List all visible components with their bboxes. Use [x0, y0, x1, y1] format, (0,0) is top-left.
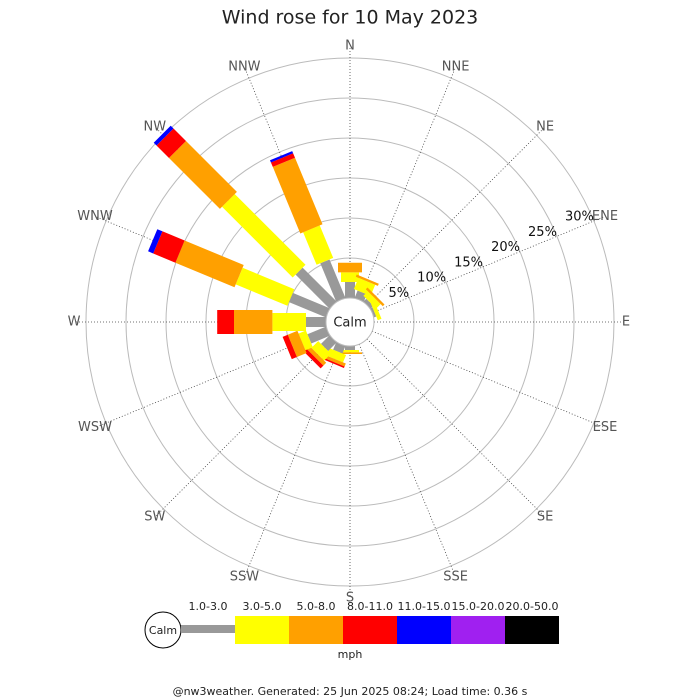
bar-segment [289, 292, 330, 318]
ring-label: 15% [454, 255, 483, 270]
bar-segment [153, 231, 185, 263]
direction-label: SE [537, 510, 553, 525]
chart-title: Wind rose for 10 May 2023 [222, 7, 479, 29]
bar-segment [341, 272, 359, 282]
bar-segment [306, 317, 326, 327]
legend-label: 8.0-11.0 [347, 600, 393, 613]
bar-segment [234, 310, 273, 334]
bar-segment [282, 334, 297, 360]
direction-label: S [346, 591, 354, 606]
direction-label: NNE [442, 60, 470, 75]
spoke [366, 338, 545, 517]
bar-segment [321, 357, 345, 368]
bar-segment [272, 313, 306, 331]
bar-segment [235, 267, 295, 306]
bar-segment [287, 330, 307, 357]
direction-label: ENE [592, 209, 618, 224]
footer: @nw3weather. Generated: 25 Jun 2025 08:2… [173, 685, 528, 698]
legend-label: 3.0-5.0 [243, 600, 282, 613]
bar-segment [306, 345, 327, 366]
bar-segment [303, 225, 334, 265]
legend-swatch [235, 616, 289, 644]
bar-segment [326, 348, 347, 363]
legend-swatch [343, 616, 397, 644]
ring-label: 20% [491, 240, 520, 255]
ring-label: 10% [417, 271, 446, 286]
bar-segment [370, 302, 382, 321]
bar-segment [355, 274, 379, 286]
bar-segment [338, 352, 362, 354]
bar-segment [370, 307, 377, 318]
direction-label: NW [144, 119, 167, 134]
legend-label: 20.0-50.0 [506, 600, 559, 613]
direction-label: NNW [228, 60, 260, 75]
bar-segment [148, 229, 158, 252]
bar-segment [270, 151, 294, 163]
direction-label: WSW [78, 420, 112, 435]
ring [125, 97, 575, 547]
bar-segment [295, 267, 337, 309]
bar-segment [311, 341, 331, 361]
legend-label: 1.0-3.0 [189, 600, 228, 613]
bar-segment [341, 350, 359, 353]
direction-label: E [622, 315, 630, 330]
calm-circle [325, 297, 375, 347]
legend-swatch [289, 616, 343, 644]
bar-segment [307, 326, 330, 344]
direction-label: W [68, 315, 81, 330]
bar-segment [298, 330, 313, 351]
legend-swatch [397, 616, 451, 644]
direction-label: N [345, 39, 355, 54]
ring-label: 25% [528, 225, 557, 240]
bar-segment [272, 157, 323, 234]
bar-segment [217, 310, 234, 334]
legend-swatch [505, 616, 559, 644]
bar-segment [338, 262, 362, 273]
spoke [155, 338, 334, 517]
bar-segment [222, 194, 306, 278]
spoke [358, 68, 456, 300]
spoke [358, 344, 456, 576]
calm-label: Calm [333, 316, 366, 331]
direction-label: ESE [593, 420, 618, 435]
spoke [372, 330, 604, 428]
bar-segment [363, 298, 374, 309]
legend-swatch [181, 625, 235, 633]
ring-label: 30% [565, 209, 594, 224]
ring-label: 5% [389, 286, 410, 301]
bar-segment [153, 125, 174, 146]
bar-segment [156, 128, 186, 158]
bar-segment [345, 346, 355, 350]
legend-label: 15.0-20.0 [452, 600, 505, 613]
spoke [244, 344, 342, 576]
legend-swatch [451, 616, 505, 644]
bar-segment [365, 287, 385, 307]
unit-label: mph [338, 648, 363, 661]
bar-segment [270, 153, 295, 167]
bar-segment [320, 259, 346, 302]
legend-calm-label: Calm [149, 624, 177, 637]
bar-segment [175, 240, 244, 288]
spoke [366, 127, 545, 306]
bar-segment [169, 141, 237, 209]
direction-label: WNW [77, 209, 113, 224]
direction-label: NE [536, 119, 554, 134]
bar-segment [148, 229, 163, 254]
bar-segment [345, 282, 355, 298]
legend-label: 5.0-8.0 [297, 600, 336, 613]
bar-segment [322, 354, 346, 367]
direction-label: SSE [443, 569, 468, 584]
direction-label: SW [144, 510, 165, 525]
direction-label: SSW [230, 569, 260, 584]
legend-label: 11.0-15.0 [398, 600, 451, 613]
bar-segment [303, 348, 324, 369]
bar-segment [363, 291, 381, 309]
